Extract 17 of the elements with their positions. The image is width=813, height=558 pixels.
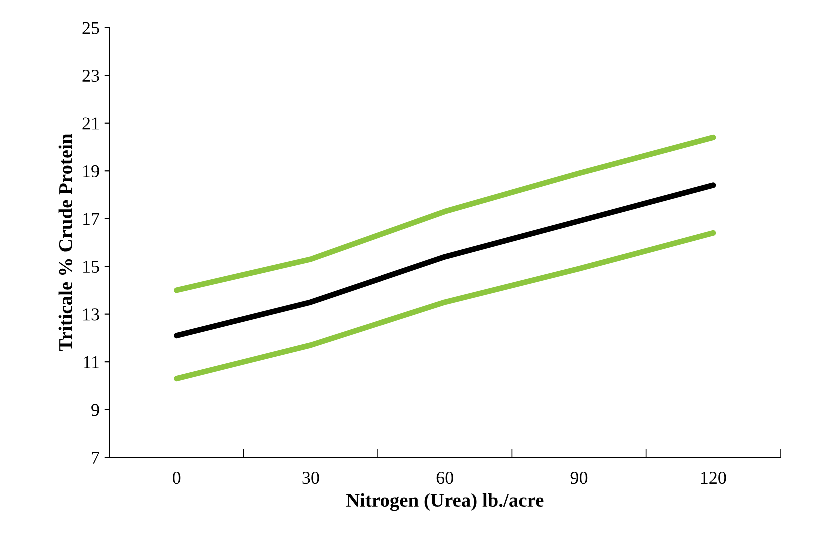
x-tick-label: 90: [570, 472, 588, 484]
y-tick-label: 7: [92, 452, 100, 464]
x-tick-label: 120: [701, 472, 726, 484]
x-tick-label: 0: [173, 472, 181, 484]
y-tick-label: 23: [82, 70, 100, 82]
y-tick-label: 25: [82, 22, 100, 34]
y-tick-label: 11: [84, 356, 99, 368]
y-tick-label: 13: [84, 308, 100, 321]
y-tick-label: 19: [84, 165, 100, 178]
y-axis-title: Triticale % Crude Protein: [58, 134, 73, 352]
y-tick-label: 9: [92, 404, 100, 416]
x-tick-label: 60: [436, 472, 454, 484]
x-axis-title: Nitrogen (Urea) lb./acre: [346, 493, 544, 512]
x-tick-label: 30: [302, 472, 320, 484]
y-tick-label: 15: [84, 260, 100, 274]
y-tick-label: 21: [82, 118, 99, 130]
y-tick-label: 17: [84, 213, 100, 226]
